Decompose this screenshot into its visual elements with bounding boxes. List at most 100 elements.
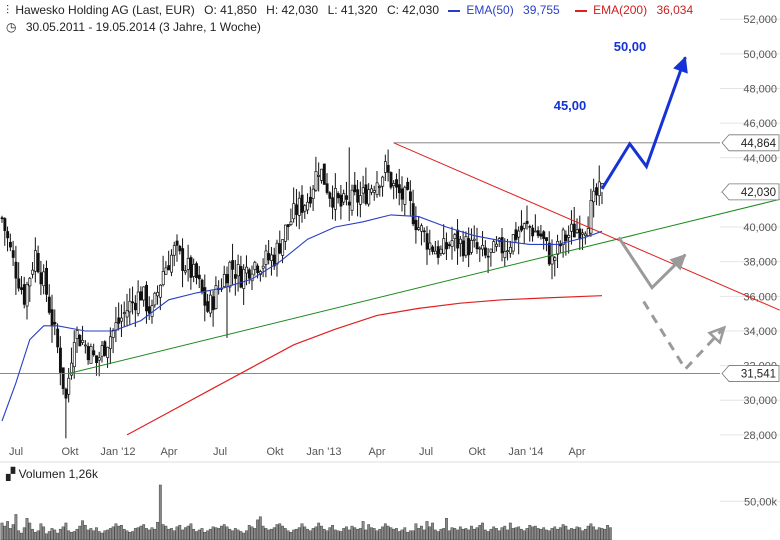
volume-bar [547, 530, 551, 540]
candle-body [461, 240, 465, 257]
volume-bar [197, 529, 201, 540]
candle-body [139, 291, 143, 301]
candle-body [492, 241, 496, 253]
volume-bar [211, 526, 215, 540]
volume-bar [364, 529, 368, 540]
candle-body [17, 278, 21, 289]
volume-bar [61, 526, 65, 540]
candle-body [389, 172, 393, 188]
candle-body [478, 247, 482, 250]
volume-bar [136, 527, 140, 540]
candle-body [570, 223, 573, 232]
volume-bar [303, 526, 307, 540]
x-tick-label: Jul [419, 446, 433, 458]
volume-bar [472, 528, 476, 540]
volume-bar [481, 522, 484, 540]
volume-bar [128, 532, 132, 540]
volume-bar [120, 525, 123, 540]
candle-body [67, 377, 71, 395]
volume-bar [425, 521, 429, 540]
candle-body [456, 229, 460, 249]
volume-bar [403, 527, 407, 540]
volume-bar [139, 525, 143, 540]
candle-body [89, 346, 93, 364]
volume-bar [286, 530, 290, 540]
volume-bar [542, 527, 546, 540]
candle-body [86, 346, 90, 361]
volume-bar [267, 529, 271, 540]
candle-body [228, 261, 232, 288]
volume-bar [439, 528, 443, 540]
candle-body [56, 328, 60, 348]
y-tick-label: 36,000 [743, 291, 777, 303]
volume-bar [500, 527, 504, 540]
support-trend-line [68, 198, 780, 375]
candle-body [208, 294, 212, 314]
volume-bar [570, 528, 573, 540]
candle-body [47, 296, 51, 313]
volume-bar [297, 527, 301, 540]
candle-body [20, 287, 23, 290]
volume-bar [225, 526, 229, 540]
candle-body [233, 274, 237, 279]
candle-body [72, 342, 76, 368]
volume-bar [506, 529, 509, 540]
candle-body [325, 183, 329, 193]
candle-body [586, 228, 590, 236]
volume-bar [292, 529, 296, 540]
candle-body [333, 188, 337, 210]
volume-bar [0, 522, 4, 540]
x-tick-label: Okt [266, 446, 283, 458]
candle-body [6, 231, 10, 239]
candle-body [145, 284, 148, 312]
volume-bar [495, 528, 498, 540]
candle-body [553, 257, 557, 261]
volume-bar [83, 525, 87, 540]
volume-bar [336, 530, 340, 540]
candle-body [128, 300, 132, 313]
volume-bar [161, 524, 165, 540]
volume-bar [133, 528, 137, 540]
candle-body [303, 205, 307, 212]
volume-bar [67, 530, 71, 540]
candle-body [31, 269, 35, 275]
candle-body [581, 232, 585, 235]
x-tick-label: Jul [213, 446, 227, 458]
y-tick-label: 40,000 [743, 222, 777, 234]
volume-bar [378, 528, 382, 540]
candle-body [272, 254, 276, 267]
candle-body [489, 248, 493, 253]
volume-tick-label: 50,00k [744, 496, 778, 508]
candle-body [517, 230, 521, 238]
candle-body [36, 253, 40, 273]
volume-bar [125, 530, 129, 540]
candle-body [14, 261, 18, 279]
candle-body [453, 234, 457, 240]
volume-bar [311, 528, 315, 540]
volume-bar [461, 528, 465, 540]
volume-bar [42, 526, 46, 540]
volume-bar [550, 528, 554, 540]
volume-bar [147, 529, 151, 540]
candle-body [353, 184, 357, 193]
volume-bar [245, 530, 248, 540]
volume-bar [353, 527, 357, 540]
candle-body [356, 189, 360, 203]
candle-body [200, 279, 204, 293]
candle-body [445, 242, 448, 250]
candle-body [597, 181, 601, 197]
pullback-arrow [617, 236, 687, 291]
volume-bar [517, 526, 521, 540]
x-tick-label: Jan '14 [508, 446, 543, 458]
volume-bar [514, 527, 518, 540]
candle-body [142, 286, 146, 301]
volume-bar [186, 525, 190, 540]
candle-body [120, 317, 123, 322]
volume-bar [528, 525, 532, 540]
candle-body [500, 237, 504, 254]
candle-body [192, 263, 196, 277]
volume-bar [578, 527, 582, 540]
candle-body [42, 271, 46, 287]
candle-body [533, 230, 537, 233]
volume-bar [270, 528, 273, 540]
